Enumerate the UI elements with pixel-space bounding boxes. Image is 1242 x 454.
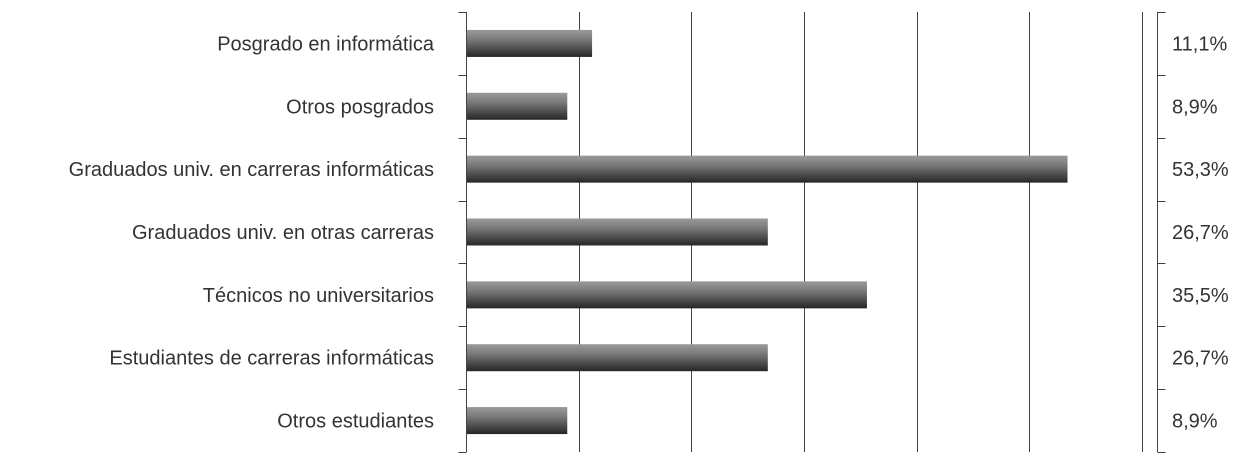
value-label: 8,9% <box>1172 411 1218 433</box>
value-label: 26,7% <box>1172 348 1229 370</box>
category-label: Posgrado en informática <box>217 33 435 55</box>
category-axis <box>458 12 467 453</box>
value-label-axis <box>1157 12 1166 453</box>
category-label: Otros posgrados <box>286 96 434 118</box>
value-label: 26,7% <box>1172 222 1229 244</box>
category-label: Graduados univ. en otras carreras <box>132 222 434 244</box>
bar <box>467 29 593 57</box>
bar <box>467 281 867 309</box>
bar <box>467 407 568 435</box>
bars <box>467 29 1068 435</box>
value-label: 8,9% <box>1172 96 1218 118</box>
value-label: 35,5% <box>1172 285 1229 307</box>
category-label: Estudiantes de carreras informáticas <box>109 348 434 370</box>
value-label: 11,1% <box>1172 33 1227 55</box>
gridlines <box>579 12 1143 452</box>
bar <box>467 344 768 372</box>
category-labels: Posgrado en informática Otros posgrados Gr… <box>69 33 435 432</box>
value-label: 53,3% <box>1172 159 1229 181</box>
category-label: Técnicos no universitarios <box>203 285 434 307</box>
value-labels: 11,1% 8,9% 53,3% 26,7% 35,5% 26,7% 8,9% <box>1172 33 1229 432</box>
category-label: Otros estudiantes <box>277 411 434 433</box>
category-label: Graduados univ. en carreras informáticas <box>69 159 434 181</box>
bar <box>467 218 768 246</box>
bar <box>467 92 568 120</box>
bar <box>467 155 1068 183</box>
